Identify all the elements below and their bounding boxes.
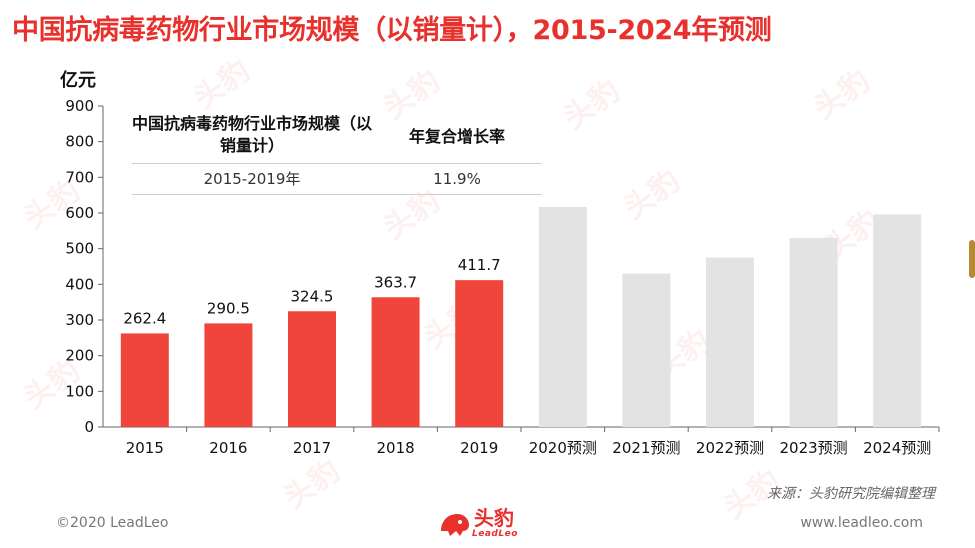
y-tick-label: 700 (65, 168, 94, 186)
summary-header-market-size: 中国抗病毒药物行业市场规模（以销量计） (132, 114, 373, 155)
x-tick-label: 2015 (126, 439, 164, 457)
data-label: 411.7 (458, 256, 501, 274)
y-tick-label: 600 (65, 204, 94, 222)
data-label: 290.5 (207, 299, 250, 317)
data-label: 363.7 (374, 273, 417, 291)
copyright: ©2020 LeadLeo (56, 515, 169, 531)
scrollbar-thumb[interactable] (969, 240, 975, 278)
bar (706, 257, 754, 427)
bar (371, 297, 420, 427)
x-tick-label: 2021预测 (612, 439, 680, 457)
summary-period: 2015-2019年 (203, 170, 301, 188)
brand-logo: 头豹 LeadLeo (438, 508, 518, 539)
x-tick-label: 2019 (460, 439, 498, 457)
y-tick-label: 200 (65, 347, 94, 365)
brand-subtitle: LeadLeo (472, 529, 518, 539)
data-label: 262.4 (123, 309, 166, 327)
y-tick-label: 400 (65, 275, 94, 293)
leopard-logo-icon (441, 513, 469, 536)
x-tick-label: 2017 (293, 439, 331, 457)
x-tick-label: 2023预测 (780, 439, 848, 457)
y-tick-label: 100 (65, 382, 94, 400)
bar (455, 280, 504, 427)
y-tick-label: 300 (65, 311, 94, 329)
y-tick-label: 800 (65, 133, 94, 151)
bar (873, 214, 922, 427)
x-tick-label: 2020预测 (529, 439, 597, 457)
summary-header-row: 中国抗病毒药物行业市场规模（以销量计） 年复合增长率 (132, 108, 542, 162)
cagr-summary-table: 中国抗病毒药物行业市场规模（以销量计） 年复合增长率 2015-2019年 11… (132, 108, 542, 195)
brand-name: 头豹 (474, 506, 514, 530)
x-tick-label: 2024预测 (863, 439, 931, 457)
summary-cagr-value: 11.9% (433, 170, 481, 188)
y-tick-label: 0 (84, 418, 94, 436)
y-tick-label: 900 (65, 97, 94, 115)
y-axis-unit: 亿元 (60, 70, 96, 91)
x-tick-label: 2018 (377, 439, 415, 457)
data-label: 324.5 (291, 287, 334, 305)
bar (288, 311, 336, 427)
x-tick-label: 2016 (209, 439, 247, 457)
bar (622, 273, 671, 427)
bar (538, 206, 587, 427)
website-link[interactable]: www.leadleo.com (800, 515, 923, 531)
bar (120, 333, 169, 427)
bar (789, 237, 838, 427)
bar (204, 323, 253, 427)
source-note: 来源：头豹研究院编辑整理 (767, 486, 935, 502)
summary-data-row: 2015-2019年 11.9% (132, 163, 542, 195)
x-tick-label: 2022预测 (696, 439, 764, 457)
chart-title: 中国抗病毒药物行业市场规模（以销量计），2015-2024年预测 (12, 15, 772, 46)
summary-header-cagr: 年复合增长率 (408, 127, 505, 146)
y-tick-label: 500 (65, 240, 94, 258)
